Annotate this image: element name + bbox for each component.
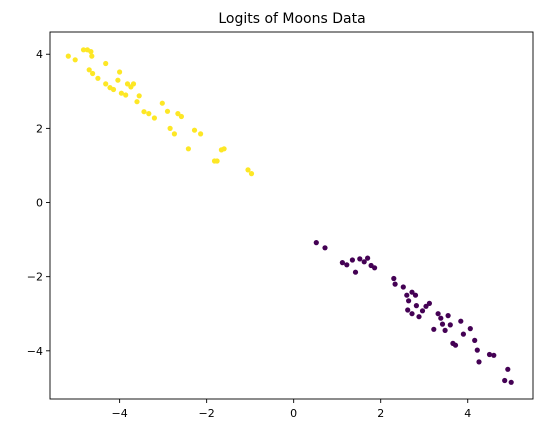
x-tick-label: 4 xyxy=(464,407,471,420)
x-tick-label: −2 xyxy=(199,407,215,420)
data-point-s1-12 xyxy=(393,282,398,287)
data-point-s0-20 xyxy=(134,99,139,104)
data-point-s1-6 xyxy=(357,256,362,261)
data-point-s0-25 xyxy=(160,101,165,106)
data-point-s1-28 xyxy=(440,322,445,327)
data-point-s1-1 xyxy=(322,245,327,250)
data-point-s1-4 xyxy=(350,257,355,262)
data-point-s0-13 xyxy=(115,78,120,83)
y-tick-label: 0 xyxy=(36,197,43,210)
data-point-s0-8 xyxy=(95,76,100,81)
data-point-s1-14 xyxy=(404,293,409,298)
data-point-s1-11 xyxy=(391,276,396,281)
data-point-s1-21 xyxy=(416,314,421,319)
data-point-s1-33 xyxy=(453,343,458,348)
data-point-s1-35 xyxy=(461,332,466,337)
data-point-s1-38 xyxy=(475,348,480,353)
chart-title: Logits of Moons Data xyxy=(218,11,365,27)
data-point-s0-7 xyxy=(90,71,95,76)
axis-ticks: −4 −2 0 2 4 −4 −2 0 2 4 xyxy=(27,48,471,420)
data-points xyxy=(66,47,514,385)
data-point-s1-42 xyxy=(502,378,507,383)
data-point-s0-16 xyxy=(123,92,128,97)
data-point-s0-0 xyxy=(66,54,71,59)
data-point-s1-19 xyxy=(409,311,414,316)
data-point-s1-13 xyxy=(401,284,406,289)
plot-frame xyxy=(50,32,533,399)
data-point-s0-23 xyxy=(146,111,151,116)
x-tick-label: 2 xyxy=(377,407,384,420)
data-point-s0-1 xyxy=(73,57,78,62)
data-point-s1-41 xyxy=(491,353,496,358)
x-tick-label: 0 xyxy=(290,407,297,420)
data-point-s1-10 xyxy=(372,265,377,270)
data-point-s1-36 xyxy=(468,326,473,331)
data-point-s0-4 xyxy=(88,49,93,54)
data-point-s1-17 xyxy=(413,293,418,298)
data-point-s1-25 xyxy=(431,327,436,332)
data-point-s1-37 xyxy=(472,338,477,343)
data-point-s0-19 xyxy=(131,81,136,86)
data-point-s1-31 xyxy=(448,322,453,327)
data-point-s1-24 xyxy=(427,301,432,306)
data-point-s1-22 xyxy=(420,308,425,313)
y-tick-label: −2 xyxy=(27,271,43,284)
data-point-s1-0 xyxy=(314,240,319,245)
data-point-s0-31 xyxy=(186,146,191,151)
data-point-s1-20 xyxy=(414,303,419,308)
y-tick-label: 2 xyxy=(36,122,43,135)
data-point-s0-9 xyxy=(103,61,108,66)
data-point-s0-39 xyxy=(249,171,254,176)
data-point-s0-14 xyxy=(117,69,122,74)
data-point-s0-10 xyxy=(103,81,108,86)
data-point-s0-5 xyxy=(89,54,94,59)
data-point-s0-35 xyxy=(215,158,220,163)
data-point-s0-33 xyxy=(198,131,203,136)
data-point-s0-32 xyxy=(192,128,197,133)
data-point-s0-37 xyxy=(222,146,227,151)
data-point-s1-3 xyxy=(344,262,349,267)
y-tick-label: 4 xyxy=(36,48,43,61)
data-point-s1-43 xyxy=(505,367,510,372)
data-point-s0-21 xyxy=(137,93,142,98)
y-tick-label: −4 xyxy=(27,345,43,358)
data-point-s0-22 xyxy=(141,109,146,114)
data-point-s1-5 xyxy=(353,270,358,275)
data-point-s1-18 xyxy=(405,307,410,312)
data-point-s0-12 xyxy=(111,87,116,92)
data-point-s1-39 xyxy=(476,359,481,364)
data-point-s1-2 xyxy=(340,260,345,265)
data-point-s1-27 xyxy=(438,316,443,321)
data-point-s0-28 xyxy=(172,131,177,136)
data-point-s1-44 xyxy=(509,380,514,385)
x-tick-label: −4 xyxy=(112,407,128,420)
data-point-s1-34 xyxy=(458,319,463,324)
data-point-s0-27 xyxy=(168,126,173,131)
data-point-s0-24 xyxy=(152,115,157,120)
data-point-s1-40 xyxy=(487,352,492,357)
data-point-s0-30 xyxy=(179,114,184,119)
data-point-s1-8 xyxy=(365,256,370,261)
data-point-s1-26 xyxy=(436,311,441,316)
data-point-s1-15 xyxy=(406,298,411,303)
data-point-s1-29 xyxy=(443,328,448,333)
data-point-s0-26 xyxy=(165,109,170,114)
data-point-s1-30 xyxy=(446,313,451,318)
